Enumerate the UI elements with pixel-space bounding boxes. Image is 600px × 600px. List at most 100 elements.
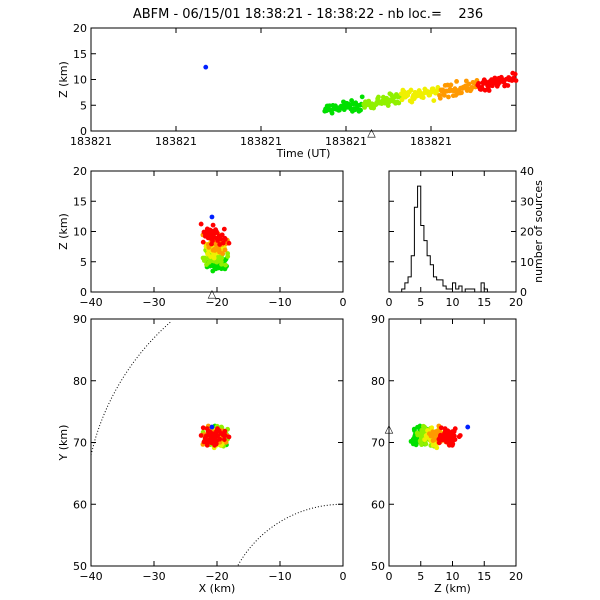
- time-height-source-point: [448, 82, 454, 88]
- xz-source-point: [209, 236, 214, 241]
- xz-source-point: [207, 258, 213, 264]
- xy-y-tick-label: 80: [73, 375, 87, 388]
- time-height-source-point: [476, 81, 481, 86]
- histogram-bar: [437, 280, 440, 292]
- time_height-y-tick-label: 20: [73, 22, 87, 35]
- histogram-x-tick-label: 10: [446, 296, 460, 309]
- zy-source-point: [417, 423, 423, 429]
- xz-source-point: [213, 266, 219, 272]
- xz-source-point: [212, 230, 218, 236]
- zy-source-point: [417, 431, 423, 437]
- time-height-source-point: [408, 87, 414, 93]
- xz-source-point: [219, 232, 225, 238]
- xy-y-axis-label: Y (km): [57, 425, 70, 462]
- zy-source-point: [451, 429, 457, 434]
- time-height-source-point: [505, 83, 511, 88]
- zy-source-point: [410, 441, 416, 447]
- histogram-y-tick-label: 0: [520, 286, 527, 299]
- zy-x-tick-label: 15: [477, 570, 491, 583]
- xz-x-tick-label: −30: [142, 296, 165, 309]
- zy-source-point: [448, 436, 454, 442]
- zy-source-point: [465, 424, 471, 430]
- xz-source-point: [221, 226, 227, 232]
- time_height-station-marker: △: [367, 126, 376, 139]
- xy-y-tick-label: 60: [73, 498, 87, 511]
- zy-source-point: [436, 436, 442, 442]
- xy-y-tick-label: 90: [73, 313, 87, 326]
- zy-source-point: [456, 434, 462, 440]
- time-height-source-point: [329, 110, 335, 116]
- xz-source-point: [209, 214, 215, 220]
- time_height-y-tick-label: 0: [80, 125, 87, 138]
- histogram-y-tick-label: 20: [520, 226, 534, 239]
- xz-x-tick-label: −10: [268, 296, 291, 309]
- histogram-outline: [389, 185, 516, 293]
- time_height-x-tick-label: 183821: [410, 135, 452, 148]
- xz-source-point: [226, 240, 232, 246]
- xy-x-tick-label: −30: [142, 570, 165, 583]
- xz-source-point: [207, 230, 213, 236]
- time-height-source-point: [203, 64, 209, 70]
- time-height-source-point: [454, 78, 459, 84]
- time_height-x-tick-label: 183821: [70, 135, 112, 148]
- zy-source-point: [444, 439, 449, 445]
- xy-source-point: [209, 424, 215, 430]
- histogram-y-tick-label: 10: [520, 256, 534, 269]
- xz-source-point: [210, 253, 216, 259]
- xz-y-axis-label: Z (km): [57, 213, 70, 250]
- zy-source-point: [419, 442, 424, 448]
- xy-source-point: [215, 426, 220, 432]
- time-height-source-point: [396, 100, 402, 106]
- histogram-frame: [388, 170, 517, 293]
- time_height-y-tick-label: 10: [73, 74, 87, 87]
- zy-source-point: [421, 426, 426, 432]
- time-height-source-point: [420, 95, 426, 101]
- xy-x-tick-label: −10: [268, 570, 291, 583]
- zy-y-tick-label: 60: [371, 498, 385, 511]
- xy-y-tick-label: 70: [73, 437, 87, 450]
- time-height-source-point: [513, 78, 519, 83]
- xz-station-marker: △: [208, 287, 217, 300]
- xy-source-point: [198, 433, 204, 438]
- time_height-x-tick-label: 183821: [155, 135, 197, 148]
- histogram-y-tick-label: 30: [520, 195, 534, 208]
- xz-source-point: [202, 255, 208, 261]
- time-height-source-point: [486, 88, 492, 93]
- xz-source-point: [222, 237, 228, 242]
- zy-station-marker: △: [385, 422, 394, 435]
- time-height-source-point: [466, 81, 472, 87]
- zy-y-tick-label: 80: [371, 375, 385, 388]
- xz-source-point: [225, 251, 231, 256]
- xz-source-point: [220, 240, 226, 246]
- zy-y-tick-label: 50: [371, 560, 385, 573]
- xz-source-point: [209, 241, 214, 247]
- xz-source-point: [223, 262, 228, 268]
- zy-y-tick-label: 70: [371, 437, 385, 450]
- xz-source-point: [206, 244, 212, 250]
- xy-x-tick-label: −40: [79, 570, 102, 583]
- histogram-x-tick-label: 5: [417, 296, 424, 309]
- xy-source-point: [221, 437, 227, 442]
- zy-x-tick-label: 0: [386, 570, 393, 583]
- zy-x-axis-label: Z (km): [434, 582, 471, 595]
- time_height-x-tick-label: 183821: [240, 135, 282, 148]
- xz-x-tick-label: −40: [79, 296, 102, 309]
- time-height-source-point: [359, 94, 365, 100]
- zy-source-point: [436, 440, 442, 446]
- xz-source-point: [217, 242, 223, 247]
- time-height-source-point: [441, 92, 447, 98]
- zy-source-point: [422, 437, 428, 443]
- histogram-x-tick-label: 20: [509, 296, 523, 309]
- zy-x-tick-label: 5: [417, 570, 424, 583]
- xz-source-point: [212, 248, 218, 253]
- xy-source-point: [206, 429, 212, 434]
- zy-x-tick-label: 20: [509, 570, 523, 583]
- xz-x-tick-label: −20: [205, 296, 228, 309]
- xy-source-point: [213, 441, 219, 447]
- zy-source-point: [442, 436, 448, 441]
- xz-source-point: [217, 256, 223, 262]
- time_height-x-axis-label: Time (UT): [276, 147, 331, 160]
- xy-source-point: [218, 431, 224, 436]
- time-height-source-point: [402, 89, 407, 95]
